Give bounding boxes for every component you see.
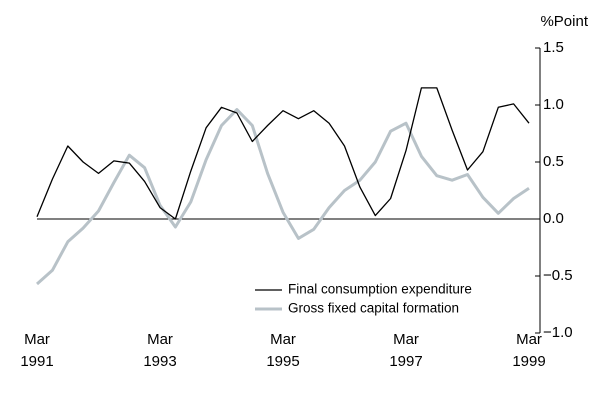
y-tick-label: −0.5 [543,267,573,284]
y-tick-label: 1.5 [543,39,564,56]
x-tick-label: Mar 1997 [389,331,423,370]
y-axis-label: %Point [540,13,588,30]
y-tick-label: −1.0 [543,324,573,341]
y-tick-label: 1.0 [543,96,564,113]
series-line [36,87,530,220]
legend-label: Gross fixed capital formation [288,301,459,316]
y-tick-label: 0.5 [543,153,564,170]
x-tick-label: Mar 1999 [512,331,546,370]
y-tick-label: 0.0 [543,210,564,227]
x-tick-label: Mar 1991 [20,331,54,370]
legend-label: Final consumption expenditure [288,282,472,297]
x-tick-label: Mar 1993 [143,331,177,370]
series-line [36,108,530,286]
x-tick-label: Mar 1995 [266,331,300,370]
